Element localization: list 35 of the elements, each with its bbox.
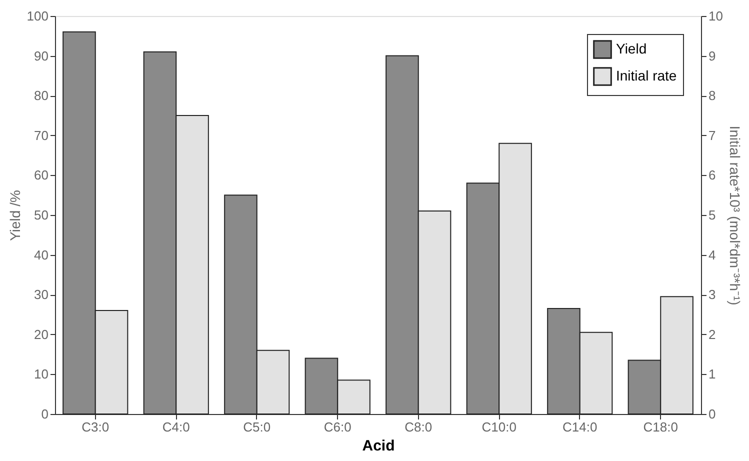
y-tick-label: 0: [41, 406, 48, 422]
y2-tick-label: 9: [708, 48, 716, 64]
legend-label: Yield: [616, 40, 647, 56]
x-tick-label: C4:0: [162, 420, 190, 434]
x-tick-label: C14:0: [562, 420, 598, 434]
y2-tick-label: 8: [708, 88, 716, 104]
y2-tick-label: 3: [708, 287, 716, 302]
y-tick-label: 70: [34, 128, 48, 143]
y2-tick-label: 2: [708, 326, 716, 342]
legend-label: Initial rate: [616, 68, 677, 84]
y-tick-label: 80: [34, 88, 48, 104]
y2-axis-title: Initial rate*10³ (mol*dm⁻³*h⁻¹): [726, 126, 743, 306]
y-tick-label: 10: [34, 366, 48, 382]
y-tick-label: 90: [34, 48, 48, 64]
x-tick-label: C8:0: [404, 420, 432, 434]
x-axis-title: Acid: [362, 438, 395, 454]
y-tick-label: 100: [26, 8, 48, 24]
y2-tick-label: 10: [708, 8, 723, 24]
y-tick-label: 20: [34, 326, 48, 342]
x-tick-label: C5:0: [243, 420, 271, 434]
y-tick-label: 30: [34, 287, 48, 302]
y-tick-label: 40: [34, 247, 48, 262]
y-axis-title: Yield /%: [6, 190, 23, 241]
x-tick-label: C10:0: [482, 420, 516, 434]
x-tick-label: C6:0: [324, 420, 352, 434]
x-tick-label: C18:0: [643, 420, 678, 434]
y2-tick-label: 7: [708, 128, 716, 143]
y2-tick-label: 1: [708, 366, 716, 382]
y2-tick-label: 4: [708, 247, 716, 262]
y-tick-label: 60: [34, 168, 48, 183]
x-tick-label: C3:0: [82, 420, 110, 434]
y2-tick-label: 6: [708, 168, 716, 183]
y-tick-label: 50: [34, 208, 48, 222]
y2-tick-label: 0: [708, 406, 716, 422]
y2-tick-label: 5: [708, 208, 716, 222]
